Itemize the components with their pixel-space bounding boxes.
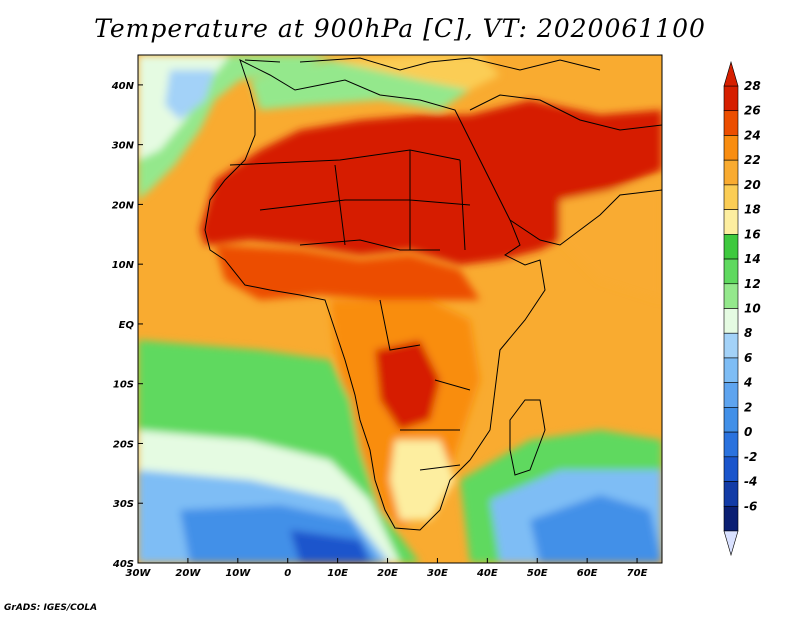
lat-tick-label: 40S: [112, 559, 134, 570]
grads-credit: GrADS: IGES/COLA: [4, 603, 98, 613]
colorbar-swatch: [723, 407, 739, 433]
colorbar-over-arrow: [723, 60, 739, 87]
colorbar-swatch: [723, 332, 739, 359]
lat-tick-label: 40N: [111, 81, 135, 92]
colorbar-swatch: [723, 357, 739, 383]
map-title: Temperature at 900hPa [C], VT: 202006110…: [94, 14, 706, 43]
country-borders: [229, 149, 471, 471]
colorbar-swatch: [723, 382, 739, 408]
shade-north-atlantic-cold: [165, 70, 215, 120]
colorbar-label: 2: [744, 400, 752, 414]
shade-sahara-hot: [200, 100, 662, 265]
colorbar-swatch: [723, 159, 739, 186]
colorbar-swatch: [723, 110, 739, 136]
colorbar-under-arrow: [723, 530, 739, 557]
lon-tick-label: 60E: [577, 568, 598, 579]
colorbar-swatch: [723, 505, 739, 532]
colorbar-swatch: [723, 85, 739, 112]
colorbar-swatch: [723, 481, 739, 507]
colorbar-swatch: [723, 135, 739, 161]
africa-coastline: [204, 59, 546, 531]
lat-tick-label: 20S: [113, 439, 134, 450]
colorbar-swatch: [723, 431, 739, 458]
colorbar-label: 10: [744, 302, 761, 316]
lon-tick-label: 10W: [225, 568, 251, 579]
colorbar-label: 0: [744, 425, 752, 439]
temperature-field: [138, 55, 662, 563]
shade-sahel: [215, 245, 480, 300]
colorbar-label: 6: [744, 351, 752, 365]
lon-tick-label: 50E: [527, 568, 548, 579]
lon-tick-label: 40E: [476, 568, 498, 579]
colorbar-swatch: [723, 456, 739, 482]
colorbar-swatch: [723, 283, 739, 309]
colorbar-label: -4: [744, 475, 757, 489]
shade-europe: [330, 55, 500, 90]
colorbar-label: 4: [743, 376, 752, 390]
colorbar-label: 20: [744, 178, 761, 192]
colorbar-swatch: [723, 209, 739, 235]
colorbar-swatch: [723, 258, 739, 285]
colorbar-label: 12: [744, 277, 761, 291]
colorbar-label: 24: [744, 128, 761, 142]
longitude-axis: 30W 20W 10W 0 10E 20E 30E 40E 50E 60E 70E: [126, 558, 648, 579]
shade-congo-hot: [375, 340, 440, 430]
colorbar-label: 28: [744, 79, 761, 93]
colorbar-label: 14: [744, 252, 761, 266]
colorbar-label: 26: [744, 104, 761, 118]
coastlines: [204, 57, 662, 531]
colorbar-label: -6: [744, 499, 757, 513]
lon-tick-label: 0: [284, 568, 291, 579]
shade-south-atlantic-coldest: [290, 530, 370, 563]
colorbar-swatch: [723, 234, 739, 260]
lon-tick-label: 10E: [327, 568, 348, 579]
lon-tick-label: 70E: [627, 568, 648, 579]
shade-indian-ocean-deep: [530, 495, 662, 563]
lat-tick-label: EQ: [119, 320, 135, 331]
lat-tick-label: 10N: [112, 260, 135, 271]
shade-south-africa: [390, 440, 455, 520]
colorbar-label: 22: [744, 153, 761, 167]
lat-tick-label: 10S: [113, 380, 134, 391]
colorbar-swatch: [723, 184, 739, 210]
plot-frame: [137, 54, 663, 564]
latitude-axis: 40N 30N 20N 10N EQ 10S 20S 30S 40S: [111, 81, 143, 570]
colorbar-label: -2: [744, 450, 757, 464]
colorbar-label: 8: [744, 326, 752, 340]
lat-tick-label: 30N: [112, 141, 135, 152]
madagascar-coastline: [509, 399, 546, 476]
europe-coastline: [244, 57, 601, 71]
lon-tick-label: 30W: [126, 568, 152, 579]
arabia-coastline: [469, 94, 662, 246]
lat-tick-label: 30S: [113, 499, 134, 510]
shade-arabian-sea: [560, 180, 662, 300]
lon-tick-label: 20E: [377, 568, 398, 579]
lat-tick-label: 20N: [112, 200, 135, 211]
lon-tick-label: 30E: [427, 568, 448, 579]
colorbar-label: 18: [744, 203, 761, 217]
lon-tick-label: 20W: [175, 568, 201, 579]
colorbar-swatch: [723, 308, 739, 334]
colorbar-label: 16: [744, 227, 761, 241]
